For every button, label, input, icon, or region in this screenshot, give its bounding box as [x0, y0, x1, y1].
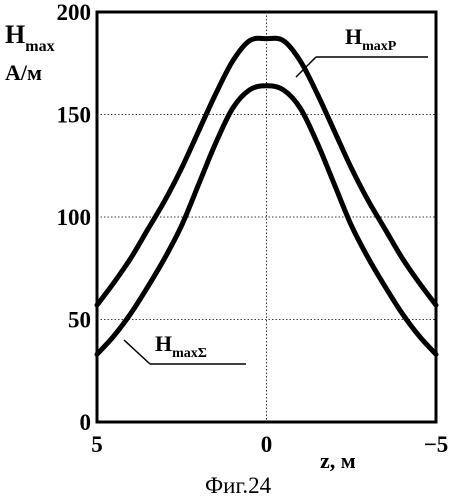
x-axis-label: z, м [320, 448, 356, 473]
y-tick-label: 50 [68, 308, 91, 333]
figure-caption: Фиг.24 [205, 473, 272, 498]
y-axis-label-main: H [5, 20, 25, 49]
legend-label-maxSigma-sub: maxΣ [172, 346, 207, 361]
legend-label-maxSigma-main: H [155, 331, 172, 356]
legend-label-maxSigma: HmaxΣ [155, 331, 207, 361]
legend-label-maxP: HmaxP [345, 24, 397, 54]
y-axis-label: Hmax [5, 20, 55, 55]
x-tick-labels: 5 0 −5 [91, 432, 448, 457]
x-tick-label: −5 [424, 432, 449, 457]
y-axis-label-sub: max [25, 38, 54, 55]
legend-label-maxP-main: H [345, 24, 362, 49]
legend-leader-maxSigma-diag [124, 340, 150, 364]
y-tick-label: 100 [57, 205, 92, 230]
y-tick-label: 150 [57, 103, 92, 128]
grid [97, 12, 436, 422]
y-axis-unit: А/м [5, 60, 42, 85]
legend-label-maxP-sub: maxP [362, 39, 397, 54]
y-tick-label: 200 [57, 0, 92, 25]
y-tick-labels: 0 50 100 150 200 [57, 0, 92, 435]
y-tick-label: 0 [80, 410, 92, 435]
x-tick-label: 5 [91, 432, 103, 457]
x-tick-label: 0 [261, 432, 273, 457]
